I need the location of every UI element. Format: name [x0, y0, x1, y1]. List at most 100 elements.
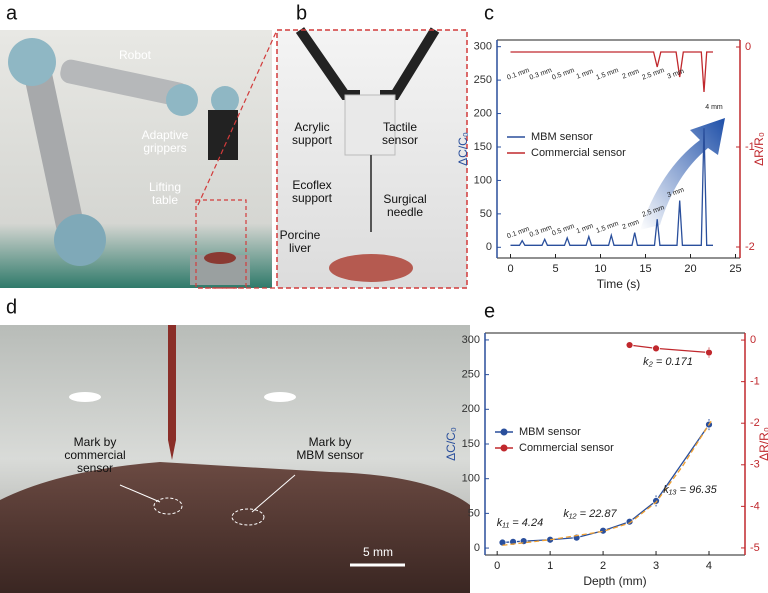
y-tick-label: 300: [474, 41, 492, 53]
y2-tick-label: -4: [750, 500, 760, 512]
photo-label: Surgical: [383, 192, 426, 206]
panel-letter: e: [484, 300, 495, 322]
data-line: [502, 420, 713, 546]
y-tick-label: 250: [462, 369, 480, 381]
photo-label: sensor: [382, 133, 418, 147]
data-point: [652, 496, 660, 505]
photo-label: grippers: [143, 141, 186, 155]
legend-label: Commercial sensor: [519, 442, 614, 454]
x-tick-label: 4: [706, 560, 712, 572]
depth-label: 1 mm: [575, 223, 594, 236]
legend-label: Commercial sensor: [531, 147, 626, 159]
panel-letter: b: [296, 2, 307, 24]
x-tick-label: 25: [729, 263, 741, 275]
x-tick-label: 5: [552, 263, 558, 275]
depth-label: 2 mm: [621, 219, 640, 232]
annotation: k₁₃ = 96.35: [663, 484, 717, 496]
photo-label: table: [152, 193, 178, 207]
photo-d: [0, 325, 470, 593]
photo-label: Adaptive: [142, 128, 189, 142]
y-tick-label: 100: [462, 473, 480, 485]
data-line: [629, 344, 710, 354]
x-tick-label: 1: [547, 560, 553, 572]
depth-label: 1.5 mm: [595, 220, 619, 235]
zoom-connector: [197, 29, 278, 289]
photo-label: Robot: [119, 48, 152, 62]
photo-label: Acrylic: [294, 120, 329, 134]
photo-label: commercial: [64, 448, 125, 462]
annotation: k₁₂ = 22.87: [563, 508, 617, 520]
data-line: [510, 128, 713, 246]
legend-marker: [500, 444, 508, 452]
photo-label: support: [292, 133, 333, 147]
x-axis-label: Time (s): [597, 277, 641, 291]
y-tick-label: 50: [468, 507, 480, 519]
photo-label: needle: [387, 205, 423, 219]
data-point: [625, 341, 634, 349]
legend-label: MBM sensor: [531, 131, 593, 143]
y2-tick-label: -2: [750, 417, 760, 429]
depth-label: 0.1 mm: [506, 226, 530, 241]
y-tick-label: 200: [474, 107, 492, 119]
panel-letter: d: [6, 296, 17, 318]
y-axis-label: ΔC/C₀: [444, 427, 458, 461]
y-tick-label: 100: [474, 174, 492, 186]
x-tick-label: 20: [684, 263, 696, 275]
data-point: [498, 538, 507, 547]
y2-axis-label: ΔR/R₀: [752, 132, 766, 166]
y-axis-label: ΔC/C₀: [456, 132, 470, 166]
depth-label: 1 mm: [575, 68, 594, 81]
y-tick-label: 0: [474, 542, 480, 554]
depth-label: 2.5 mm: [641, 67, 665, 82]
y-tick-label: 200: [462, 403, 480, 415]
photo-label: Lifting: [149, 180, 181, 194]
y2-tick-label: -3: [750, 459, 760, 471]
depth-label: 3 mm: [666, 68, 685, 81]
y2-tick-label: -2: [745, 241, 755, 253]
y2-axis-label: ΔR/R₀: [757, 427, 768, 461]
x-tick-label: 3: [653, 560, 659, 572]
depth-label: 0.3 mm: [529, 224, 553, 239]
depth-label: 0.5 mm: [551, 223, 575, 238]
y-tick-label: 0: [486, 241, 492, 253]
y2-tick-label: -1: [745, 141, 755, 153]
y-tick-label: 150: [462, 438, 480, 450]
legend-marker: [500, 428, 508, 436]
y2-tick-label: 0: [745, 41, 751, 53]
y2-tick-label: -5: [750, 542, 760, 554]
y-tick-label: 150: [474, 141, 492, 153]
depth-label: 0.3 mm: [529, 67, 553, 82]
photo-label: Mark by: [309, 435, 352, 449]
depth-label: 2 mm: [621, 68, 640, 81]
photo-label: Tactile: [383, 120, 417, 134]
panel-letter: c: [484, 2, 494, 24]
data-point: [652, 344, 660, 353]
depth-label: 4 mm: [705, 104, 723, 111]
x-tick-label: 10: [594, 263, 606, 275]
x-tick-label: 0: [494, 560, 500, 572]
data-point: [625, 517, 634, 526]
photo-label: Porcine: [280, 228, 321, 242]
data-line: [510, 51, 713, 93]
photo-label: sensor: [77, 461, 113, 475]
photo-label: Mark by: [74, 435, 117, 449]
annotation: k₂ = 0.171: [643, 356, 693, 368]
y-tick-label: 250: [474, 74, 492, 86]
data-point: [705, 348, 713, 357]
photo-b: [277, 27, 467, 288]
x-tick-label: 2: [600, 560, 606, 572]
x-tick-label: 0: [507, 263, 513, 275]
y2-tick-label: -1: [750, 376, 760, 388]
x-tick-label: 15: [639, 263, 651, 275]
photo-label: support: [292, 191, 333, 205]
x-axis-label: Depth (mm): [583, 574, 646, 588]
y-tick-label: 50: [480, 208, 492, 220]
photo-a: [0, 30, 272, 288]
depth-label: 0.1 mm: [506, 67, 530, 82]
photo-label: Ecoflex: [292, 178, 331, 192]
y2-tick-label: 0: [750, 334, 756, 346]
legend-label: MBM sensor: [519, 426, 581, 438]
photo-label: MBM sensor: [296, 448, 363, 462]
scale-bar-label: 5 mm: [363, 545, 393, 559]
